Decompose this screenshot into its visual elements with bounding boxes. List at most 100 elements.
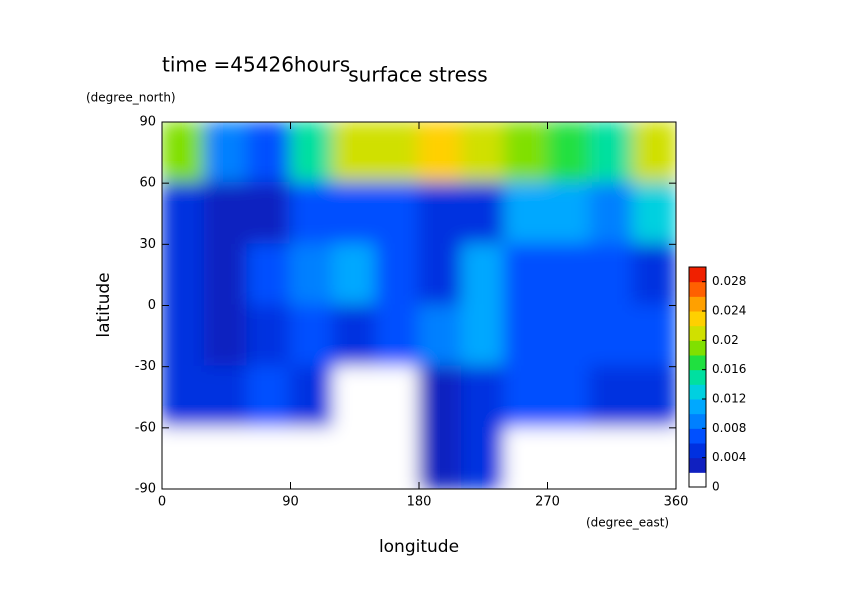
field-cell: [203, 122, 249, 185]
colorbar-bin: [689, 428, 706, 444]
colorbar-bin: [689, 267, 706, 283]
field-cell: [632, 304, 676, 368]
colorbar-bin: [689, 399, 706, 415]
field-cell: [246, 182, 292, 246]
field-cell: [632, 426, 676, 489]
field-cell: [375, 304, 420, 368]
field-cell: [418, 365, 463, 429]
field-cell: [632, 243, 676, 307]
colorbar-bin: [689, 472, 706, 488]
field-cell: [289, 426, 335, 489]
field-cell: [162, 182, 206, 246]
field-cell: [546, 426, 592, 489]
x-tick-label: 0: [158, 495, 166, 510]
field-cell: [162, 243, 206, 307]
field-cell: [418, 426, 463, 489]
x-axis-label: longitude: [379, 537, 459, 557]
field-cell: [632, 365, 676, 429]
field-cell: [375, 182, 420, 246]
field-cell: [332, 426, 378, 489]
field-cell: [246, 426, 292, 489]
y-tick-label: -90: [135, 482, 156, 497]
field-cell: [418, 243, 463, 307]
field-cell: [375, 243, 420, 307]
field-cell: [503, 426, 549, 489]
field-cell: [503, 182, 549, 246]
field-cell: [375, 122, 420, 185]
field-cell: [375, 365, 420, 429]
field-cell: [503, 122, 549, 185]
colorbar-tick-label: 0.004: [712, 450, 746, 464]
y-axis-label: latitude: [94, 272, 114, 337]
field-cell: [632, 122, 676, 185]
field-cell: [246, 122, 292, 185]
field-cell: [203, 304, 249, 368]
colorbar-bin: [689, 413, 706, 429]
field-cell: [162, 426, 206, 489]
y-tick-label: 0: [148, 298, 156, 313]
colorbar-bin: [689, 311, 706, 327]
field-cell: [162, 365, 206, 429]
colorbar-bin: [689, 281, 706, 297]
field-cell: [460, 426, 506, 489]
field-cell: [546, 304, 592, 368]
field-cell: [460, 122, 506, 185]
colorbar-tick-label: 0.016: [712, 362, 746, 376]
field-cell: [589, 365, 635, 429]
field-cell: [589, 243, 635, 307]
colorbar-bin: [689, 369, 706, 385]
field-cell: [289, 122, 335, 185]
chart-title: surface stress: [348, 63, 487, 87]
field-cells: [162, 122, 676, 489]
colorbar: 0 0.004 0.008 0.012 0.016 0.02 0.024 0.028: [688, 266, 746, 494]
x-unit: (degree_east): [586, 516, 669, 530]
field-cell: [460, 243, 506, 307]
field-cell: [289, 182, 335, 246]
field-cell: [162, 122, 206, 185]
colorbar-bin: [689, 355, 706, 371]
field-cell: [546, 122, 592, 185]
x-tick-label: 270: [535, 495, 560, 510]
colorbar-bin: [689, 296, 706, 312]
chart-subtitle: time =45426hours: [162, 53, 350, 77]
colorbar-tick-label: 0.028: [712, 274, 746, 288]
colorbar-bin: [689, 443, 706, 459]
field-cell: [246, 243, 292, 307]
y-tick-label: -60: [135, 420, 156, 435]
colorbar-frame: [688, 266, 707, 488]
y-unit: (degree_north): [86, 91, 176, 105]
colorbar-bin: [689, 384, 706, 400]
colorbar-tick-label: 0.012: [712, 392, 746, 406]
x-tick-label: 180: [407, 495, 432, 510]
field: [162, 122, 676, 489]
field-cell: [203, 182, 249, 246]
colorbar-bin: [689, 325, 706, 341]
field-cell: [332, 122, 378, 185]
field-cell: [418, 122, 463, 185]
field-cell: [546, 182, 592, 246]
field-cell: [289, 365, 335, 429]
field-cell: [332, 304, 378, 368]
field-cell: [332, 182, 378, 246]
field-cell: [460, 304, 506, 368]
colorbar-tick-label: 0.008: [712, 421, 746, 435]
field-cell: [589, 304, 635, 368]
field-cell: [332, 243, 378, 307]
y-tick-label: 90: [139, 115, 156, 130]
field-cell: [503, 365, 549, 429]
field-cell: [589, 182, 635, 246]
y-tick-label: 60: [139, 176, 156, 191]
y-tick-label: 30: [139, 237, 156, 252]
colorbar-tick-label: 0: [712, 480, 720, 494]
field-cell: [589, 122, 635, 185]
field-cell: [246, 304, 292, 368]
colorbar-bin: [689, 457, 706, 473]
field-cell: [246, 365, 292, 429]
field-cell: [460, 182, 506, 246]
field-cell: [418, 182, 463, 246]
field-cell: [589, 426, 635, 489]
field-cell: [460, 365, 506, 429]
field-cell: [418, 304, 463, 368]
field-cell: [546, 365, 592, 429]
